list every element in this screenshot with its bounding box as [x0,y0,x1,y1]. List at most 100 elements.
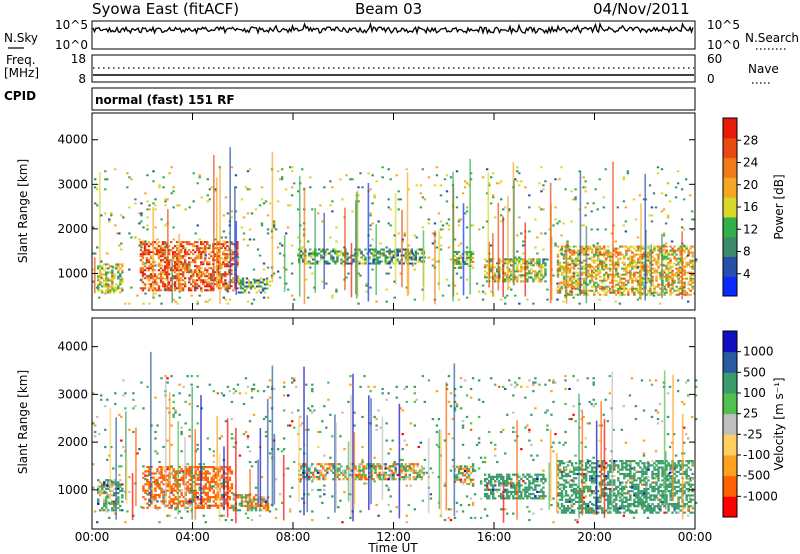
data-cell [463,467,467,471]
data-cell [627,249,630,252]
data-cell [388,469,391,472]
data-cell [174,483,177,486]
data-cell [94,252,97,255]
data-cell [340,465,343,468]
data-cell [615,507,618,510]
data-cell [500,475,503,478]
data-cell [619,251,622,254]
data-cell [498,488,501,491]
data-streak [355,200,357,295]
data-cell [459,472,463,475]
data-cell [146,216,149,219]
data-cell [101,291,104,294]
data-cell [607,245,610,248]
data-cell [200,279,203,282]
data-cell [528,206,531,209]
data-cell [103,504,106,508]
data-cell [613,285,616,288]
data-cell [439,248,443,251]
data-cell [663,257,666,260]
data-cell [241,281,245,284]
data-cell [236,277,239,280]
data-cell [103,500,106,503]
data-cell [398,262,401,265]
data-cell [637,275,640,278]
data-cell [408,258,411,261]
data-cell [208,281,211,284]
data-cell [183,253,187,256]
data-cell [154,498,157,501]
data-cell [679,281,682,284]
data-cell [224,273,227,276]
data-cell [578,500,582,503]
data-cell [358,465,361,468]
data-cell [518,270,521,273]
data-cell [491,488,495,491]
data-cell [679,257,682,260]
data-cell [556,288,559,291]
data-cell [97,267,100,270]
data-cell [617,492,620,495]
data-cell [246,507,250,510]
data-cell [629,265,632,268]
data-cell [558,287,562,290]
data-cell [532,278,535,281]
data-cell [257,279,261,282]
data-cell [388,260,391,263]
data-cell [568,293,572,296]
data-cell [556,466,560,469]
data-cell [637,261,640,264]
data-cell [623,505,626,508]
data-cell [222,273,225,276]
data-cell [483,495,487,498]
data-cell [396,250,399,253]
data-cell [367,172,370,175]
data-cell [687,271,690,274]
data-cell [629,257,632,260]
data-cell [528,272,531,275]
data-cell [329,180,332,183]
data-cell [141,273,145,276]
data-cell [469,478,473,481]
data-cell [588,267,592,270]
data-cell [172,190,175,193]
data-cell [420,467,424,470]
data-cell [412,463,415,466]
data-cell [278,252,282,255]
nsky-tick-top: 10^5 [55,18,88,32]
data-cell [592,477,596,480]
data-cell [228,468,232,471]
power-y-label: Slant Range [km] [16,159,30,263]
data-cell [115,263,118,266]
data-cell [607,253,610,256]
data-cell [358,250,361,253]
data-cell [220,465,224,469]
data-cell [512,490,515,493]
data-cell [613,505,616,508]
data-cell [655,291,658,294]
data-cell [613,468,616,471]
data-cell [560,265,564,268]
data-cell [465,472,469,475]
data-cell [144,240,147,243]
data-cell [603,279,606,282]
data-cell [615,502,618,506]
data-cell [457,250,461,253]
data-cell [629,277,632,280]
data-cell [556,492,560,495]
data-cell [260,198,264,201]
data-cell [310,471,313,474]
data-cell [214,476,218,479]
data-cell [528,262,531,265]
data-cell [526,260,529,263]
data-cell [222,285,225,288]
data-cell [340,260,343,263]
power-colorbar-swatches [723,118,737,297]
data-cell [467,476,471,479]
data-cell [572,245,576,248]
data-cell [157,257,161,260]
data-cell [140,220,143,223]
data-cell [228,281,231,284]
data-cell [677,287,680,290]
data-cell [382,473,385,477]
